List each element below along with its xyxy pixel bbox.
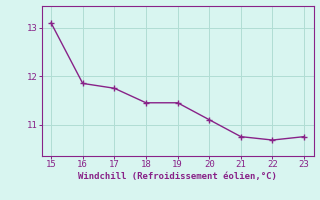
X-axis label: Windchill (Refroidissement éolien,°C): Windchill (Refroidissement éolien,°C): [78, 172, 277, 181]
